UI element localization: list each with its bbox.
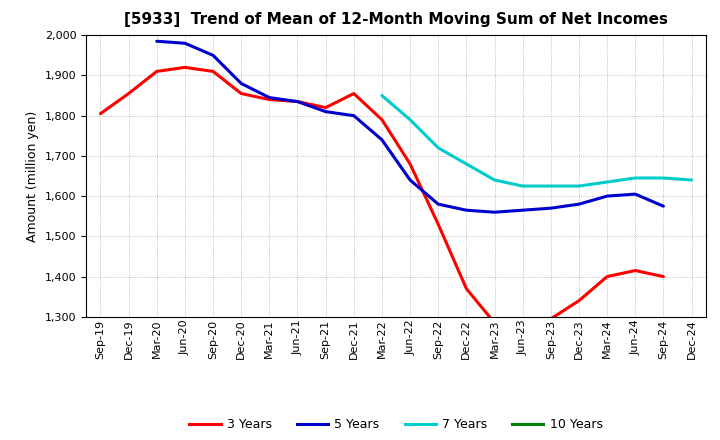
Title: [5933]  Trend of Mean of 12-Month Moving Sum of Net Incomes: [5933] Trend of Mean of 12-Month Moving … [124,12,668,27]
Y-axis label: Amount (million yen): Amount (million yen) [27,110,40,242]
Legend: 3 Years, 5 Years, 7 Years, 10 Years: 3 Years, 5 Years, 7 Years, 10 Years [184,413,608,436]
